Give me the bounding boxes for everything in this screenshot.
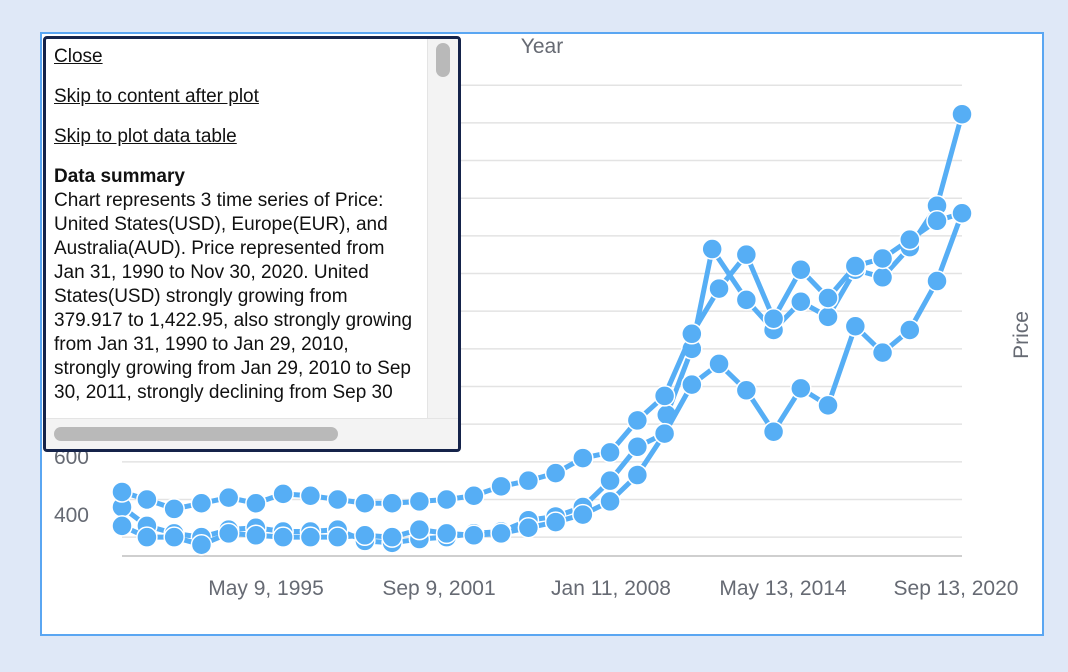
screen-reader-content: Close Skip to content after plot Skip to… (46, 39, 428, 419)
data-point[interactable] (163, 526, 185, 548)
x-axis-title: Year (521, 35, 563, 58)
data-point[interactable] (871, 266, 894, 289)
data-point[interactable] (701, 238, 723, 260)
data-point[interactable] (326, 526, 349, 548)
data-point[interactable] (408, 490, 431, 513)
data-point[interactable] (817, 287, 839, 309)
vertical-scroll-thumb[interactable] (436, 43, 450, 77)
data-point[interactable] (871, 341, 894, 364)
data-point[interactable] (735, 289, 758, 311)
data-point[interactable] (599, 441, 621, 464)
data-point[interactable] (272, 526, 294, 548)
data-point[interactable] (790, 291, 812, 313)
screen-reader-panel[interactable]: Close Skip to content after plot Skip to… (43, 36, 461, 452)
series-layer (111, 103, 973, 556)
skip-after-plot-link[interactable]: Skip to content after plot (54, 86, 259, 107)
data-point[interactable] (354, 492, 376, 515)
data-point[interactable] (544, 511, 567, 533)
data-point[interactable] (408, 518, 431, 541)
data-point[interactable] (708, 353, 730, 375)
data-point[interactable] (245, 492, 267, 515)
data-point[interactable] (844, 255, 867, 277)
data-point[interactable] (599, 490, 621, 513)
data-point[interactable] (111, 515, 133, 537)
x-tick-label: Jan 11, 2008 (551, 577, 671, 600)
horizontal-scroll-thumb[interactable] (54, 427, 338, 441)
data-point[interactable] (136, 488, 158, 511)
data-point[interactable] (572, 503, 594, 526)
data-point[interactable] (517, 517, 540, 539)
data-point[interactable] (381, 492, 403, 515)
data-point[interactable] (735, 379, 758, 402)
data-point[interactable] (790, 377, 812, 400)
data-point[interactable] (762, 307, 785, 330)
data-point[interactable] (926, 270, 948, 292)
data-point[interactable] (517, 469, 540, 492)
data-point[interactable] (190, 492, 213, 515)
data-point[interactable] (490, 475, 512, 498)
close-link[interactable]: Close (54, 46, 103, 67)
data-point[interactable] (190, 533, 213, 556)
data-point[interactable] (136, 526, 158, 548)
data-point[interactable] (217, 486, 240, 509)
data-point[interactable] (272, 483, 294, 505)
data-point[interactable] (735, 243, 758, 266)
data-point[interactable] (544, 462, 567, 484)
data-point[interactable] (463, 524, 485, 547)
tick-labels: May 9, 1995 Sep 9, 2001 Jan 11, 2008 May 13… (54, 446, 1019, 600)
data-point[interactable] (899, 228, 921, 251)
data-point[interactable] (844, 315, 867, 337)
data-point[interactable] (708, 277, 730, 300)
series-group (111, 202, 973, 520)
data-point[interactable] (626, 464, 649, 486)
data-point[interactable] (326, 488, 349, 511)
data-point[interactable] (163, 498, 185, 520)
data-point[interactable] (354, 524, 376, 547)
data-point[interactable] (381, 526, 403, 548)
data-point[interactable] (217, 522, 240, 545)
data-point[interactable] (111, 481, 133, 503)
data-summary-heading: Data summary (54, 166, 185, 187)
data-point[interactable] (299, 484, 322, 507)
x-tick-label: Sep 13, 2020 (894, 577, 1019, 600)
skip-to-data-table-link[interactable]: Skip to plot data table (54, 126, 237, 147)
data-point[interactable] (762, 420, 785, 443)
y-tick-label: 400 (54, 504, 89, 527)
data-point[interactable] (653, 422, 676, 445)
data-point[interactable] (817, 306, 839, 328)
data-summary-text: Chart represents 3 time series of Price:… (54, 190, 413, 403)
data-point[interactable] (490, 522, 512, 545)
y-axis-title: Price (1010, 311, 1033, 359)
data-point[interactable] (817, 394, 839, 417)
data-point[interactable] (790, 259, 812, 281)
vertical-scrollbar[interactable] (427, 39, 458, 419)
x-tick-label: May 9, 1995 (208, 577, 324, 600)
series-group (111, 202, 973, 556)
data-point[interactable] (599, 469, 621, 492)
data-point[interactable] (681, 373, 703, 396)
data-point[interactable] (951, 202, 973, 225)
data-point[interactable] (626, 436, 649, 458)
data-point[interactable] (871, 247, 894, 270)
data-point[interactable] (653, 385, 676, 407)
data-point[interactable] (951, 103, 973, 125)
data-point[interactable] (899, 319, 921, 341)
data-point[interactable] (681, 323, 703, 345)
x-tick-label: Sep 9, 2001 (382, 577, 495, 600)
data-point[interactable] (463, 484, 485, 507)
data-point[interactable] (435, 488, 458, 511)
data-point[interactable] (245, 524, 267, 547)
data-point[interactable] (626, 409, 649, 432)
data-point[interactable] (926, 210, 948, 232)
data-point[interactable] (299, 526, 322, 548)
data-point[interactable] (572, 447, 594, 469)
x-tick-label: May 13, 2014 (719, 577, 847, 600)
horizontal-scrollbar[interactable] (46, 418, 458, 449)
data-point[interactable] (435, 522, 458, 545)
